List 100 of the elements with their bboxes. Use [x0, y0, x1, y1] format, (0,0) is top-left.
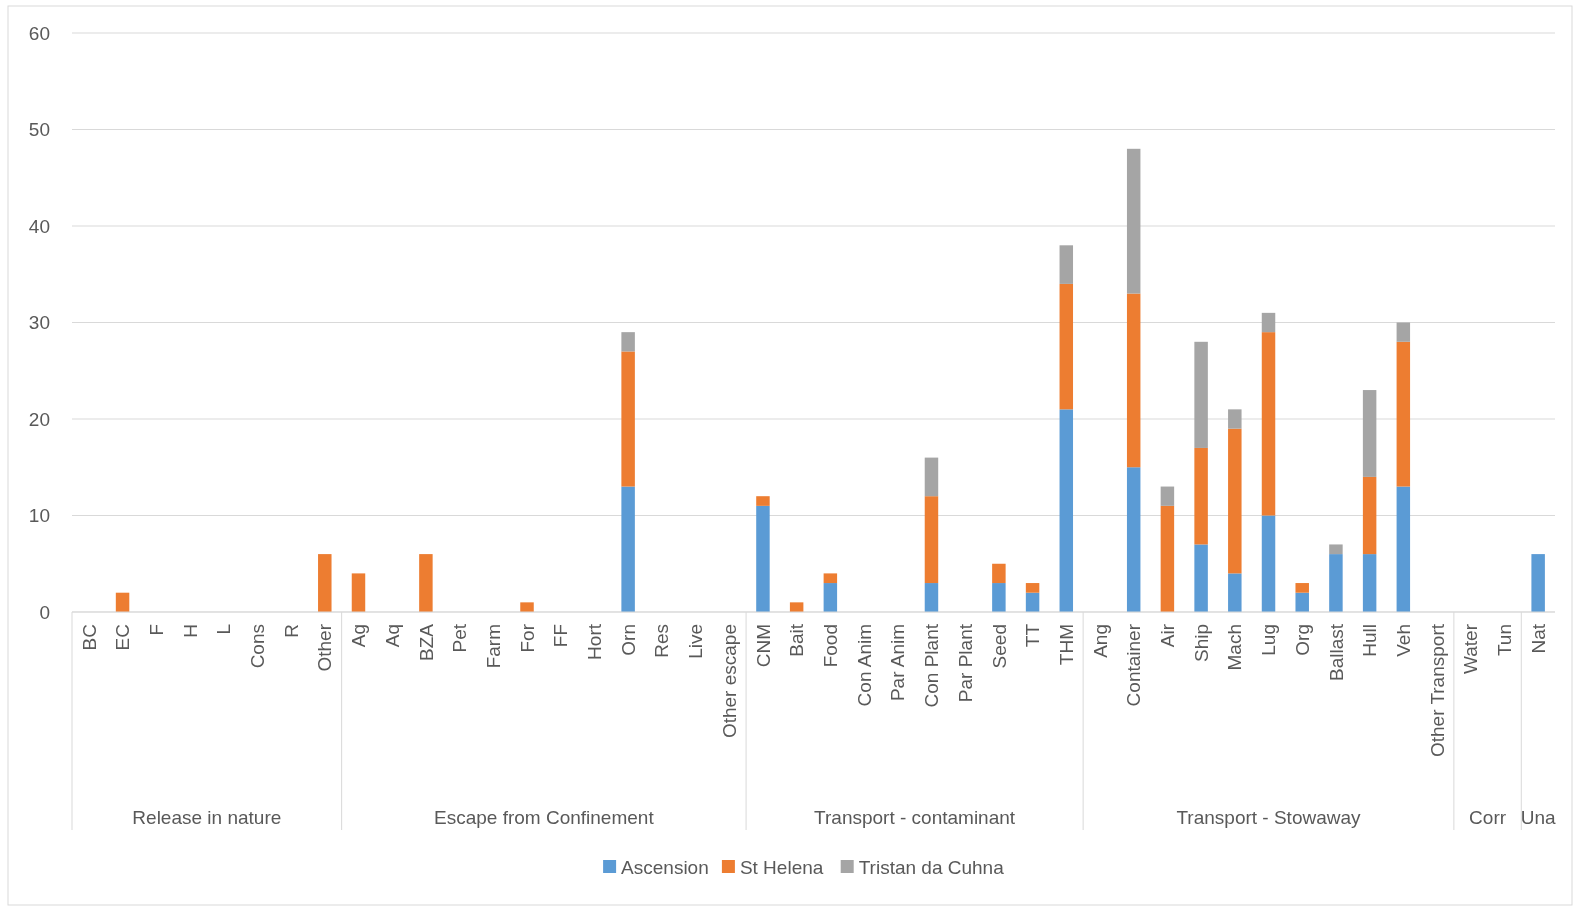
x-tick-label: Lug — [1258, 624, 1280, 656]
x-tick-label: Tun — [1494, 624, 1516, 657]
x-tick-label: Orn — [617, 624, 639, 656]
x-tick-label: Other Transport — [1426, 623, 1448, 758]
bar — [1228, 573, 1242, 612]
x-tick-label: Par Anim — [887, 624, 909, 702]
bar — [318, 554, 332, 612]
x-tick-label: Org — [1291, 624, 1313, 656]
bar — [1160, 505, 1175, 612]
bar — [823, 583, 838, 612]
x-tick-label: R — [280, 624, 302, 638]
bar — [1025, 583, 1040, 593]
x-tick-label: H — [179, 624, 201, 638]
x-tick-label: Ag — [348, 624, 370, 648]
bar — [1295, 592, 1309, 612]
bar — [1025, 592, 1040, 612]
bar — [1261, 312, 1276, 333]
bar — [924, 457, 939, 497]
bar — [1362, 554, 1377, 612]
bar — [756, 496, 770, 506]
bar — [621, 351, 635, 487]
bar — [1261, 332, 1276, 516]
bar — [1126, 293, 1141, 468]
x-tick-label: Pet — [449, 623, 471, 653]
x-tick-label: Container — [1123, 623, 1145, 707]
bar — [1362, 476, 1377, 555]
x-tick-label: Veh — [1392, 624, 1414, 657]
y-tick-label: 20 — [28, 408, 50, 430]
x-tick-label: Mach — [1224, 624, 1246, 671]
x-tick-label: Other escape — [718, 624, 740, 739]
x-tick-label: Live — [685, 624, 707, 659]
bar — [1126, 467, 1141, 612]
bar — [992, 563, 1006, 584]
bar — [1362, 390, 1377, 477]
y-tick-label: 10 — [28, 505, 50, 527]
x-tick-label: Bait — [786, 623, 808, 657]
y-tick-label: 30 — [28, 312, 50, 334]
bar — [992, 583, 1006, 612]
bar — [621, 486, 635, 612]
bar — [1396, 486, 1411, 612]
y-tick-label: 40 — [28, 215, 50, 237]
x-tick-label: Hull — [1359, 624, 1381, 657]
bar — [1059, 283, 1074, 410]
x-tick-label: Farm — [482, 624, 504, 669]
legend-label: St Helena — [739, 856, 824, 878]
text: Transport - Stowaway — [1176, 806, 1362, 828]
legend-label: Ascension — [621, 856, 709, 878]
bar — [1295, 583, 1309, 593]
x-tick-label: BZA — [415, 623, 437, 661]
bar — [1194, 544, 1208, 612]
bar — [924, 496, 939, 584]
x-tick-label: BC — [78, 624, 100, 651]
x-tick-label: Con Plant — [921, 623, 943, 708]
bar — [756, 505, 770, 612]
bar — [1396, 322, 1411, 342]
x-tick-label: For — [516, 623, 538, 653]
legend-label: Tristan da Cuhna — [858, 856, 1005, 878]
x-tick-label: Air — [1157, 623, 1179, 648]
bar — [621, 332, 635, 352]
y-tick-label: 0 — [39, 601, 50, 623]
text: Escape from Confinement — [434, 806, 655, 828]
y-tick-label: 60 — [28, 22, 50, 44]
bar — [351, 573, 366, 612]
text: Corr — [1469, 806, 1507, 828]
bar — [1531, 554, 1545, 612]
x-tick-label: Food — [820, 624, 841, 668]
bar — [115, 592, 130, 612]
bar — [1329, 554, 1343, 612]
x-tick-label: Aq — [381, 624, 403, 648]
x-tick-label: Water — [1460, 623, 1482, 674]
bar — [1059, 245, 1074, 284]
bar — [1228, 428, 1242, 574]
bar — [1194, 341, 1208, 448]
y-tick-label: 50 — [28, 119, 50, 141]
x-tick-label: CNM — [752, 624, 774, 668]
x-tick-label: Ballast — [1325, 623, 1347, 682]
x-tick-label: Ship — [1190, 624, 1212, 663]
x-tick-label: L — [213, 624, 235, 635]
x-tick-label: FF — [550, 624, 572, 648]
bar — [823, 573, 838, 584]
bar — [419, 554, 433, 612]
x-tick-label: EC — [112, 624, 134, 651]
bar — [1160, 486, 1175, 506]
text: Release in nature — [132, 806, 282, 828]
x-tick-label: Other — [314, 623, 336, 672]
x-tick-label: Cons — [247, 624, 269, 669]
x-tick-label: Nat — [1527, 623, 1549, 654]
bar — [1059, 409, 1074, 612]
x-tick-label: Hort — [584, 623, 606, 660]
x-tick-label: THM — [1055, 624, 1077, 666]
bar — [1396, 341, 1411, 487]
bar — [1261, 515, 1276, 612]
bar — [1126, 148, 1141, 294]
bar — [789, 602, 804, 612]
bar — [1228, 409, 1242, 429]
text: Transport - contaminant — [814, 806, 1016, 828]
bar — [1329, 544, 1343, 555]
x-tick-label: Ang — [1089, 624, 1111, 658]
x-tick-label: F — [145, 624, 167, 636]
bar — [924, 583, 939, 612]
